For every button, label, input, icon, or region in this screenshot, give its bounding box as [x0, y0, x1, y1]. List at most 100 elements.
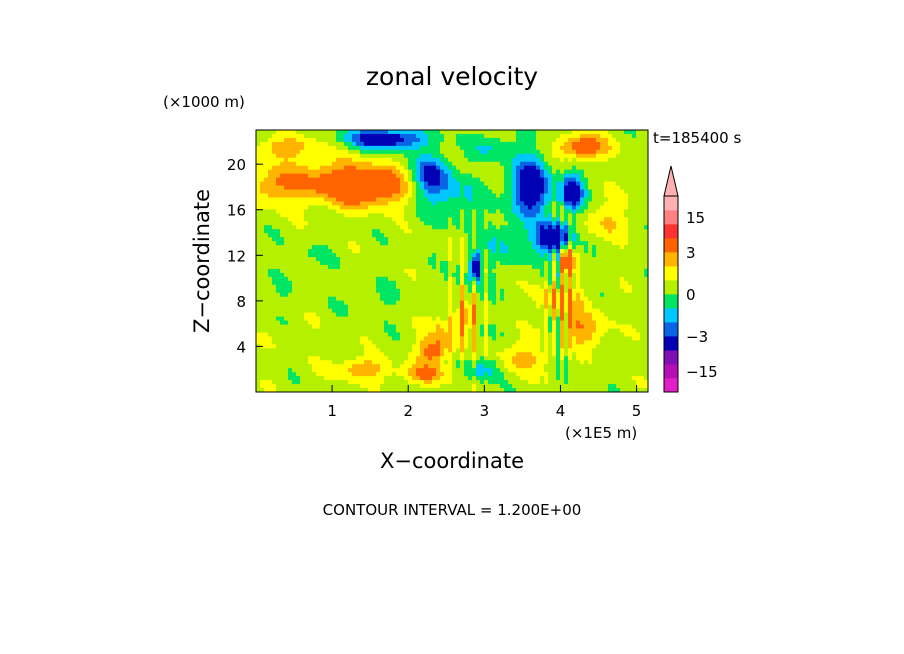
contour-cell	[568, 264, 573, 270]
contour-cell	[628, 292, 633, 298]
contour-cell	[632, 197, 637, 203]
contour-cell	[552, 257, 557, 262]
contour-cell	[644, 153, 648, 159]
contour-cell	[452, 209, 457, 214]
contour-cell	[476, 249, 481, 254]
contour-cell	[580, 249, 585, 254]
contour-cell	[288, 145, 293, 151]
contour-cell	[364, 209, 369, 214]
contour-cell	[300, 217, 305, 222]
contour-cell	[636, 213, 641, 218]
contour-cell	[312, 284, 317, 290]
contour-cell	[344, 181, 349, 187]
contour-cell	[592, 304, 597, 310]
contour-cell	[300, 272, 305, 278]
contour-cell	[504, 296, 509, 302]
contour-cell	[284, 268, 289, 274]
contour-cell	[312, 292, 317, 298]
contour-cell	[456, 284, 461, 290]
contour-cell	[524, 217, 529, 222]
contour-cell	[344, 284, 349, 290]
contour-cell	[284, 312, 289, 318]
contour-cell	[320, 233, 325, 238]
contour-cell	[256, 245, 261, 250]
contour-cell	[328, 233, 333, 238]
contour-cell	[616, 137, 621, 143]
contour-cell	[556, 173, 561, 179]
contour-cell	[556, 177, 561, 183]
contour-cell	[488, 193, 493, 199]
contour-cell	[592, 205, 597, 210]
contour-cell	[392, 145, 397, 151]
contour-cell	[644, 245, 648, 250]
contour-cell	[576, 324, 581, 330]
contour-cell	[456, 173, 461, 179]
contour-cell	[324, 229, 329, 234]
contour-cell	[332, 205, 337, 210]
contour-cell	[468, 268, 473, 274]
contour-cell	[580, 316, 585, 322]
contour-cell	[480, 237, 485, 242]
contour-cell	[352, 157, 357, 163]
contour-cell	[548, 173, 553, 179]
contour-cell	[360, 169, 365, 175]
contour-cell	[324, 268, 329, 274]
contour-cell	[624, 161, 629, 167]
contour-cell	[452, 229, 457, 234]
contour-cell	[604, 153, 609, 159]
contour-cell	[584, 280, 589, 286]
contour-cell	[568, 201, 573, 207]
contour-cell	[496, 209, 501, 214]
contour-cell	[392, 288, 397, 294]
contour-cell	[640, 177, 645, 183]
contour-cell	[488, 145, 493, 151]
contour-cell	[508, 296, 513, 302]
contour-cell	[256, 328, 261, 334]
contour-cell	[344, 165, 349, 171]
contour-cell	[336, 264, 341, 270]
contour-cell	[528, 193, 533, 199]
contour-cell	[256, 145, 261, 151]
contour-cell	[476, 312, 481, 318]
contour-cell	[544, 130, 549, 135]
contour-cell	[356, 217, 361, 222]
contour-cell	[424, 177, 429, 183]
contour-cell	[460, 276, 465, 282]
contour-cell	[320, 173, 325, 179]
contour-cell	[296, 272, 301, 278]
contour-cell	[488, 316, 493, 322]
contour-cell	[600, 185, 605, 191]
contour-cell	[452, 272, 457, 278]
contour-cell	[456, 264, 461, 270]
contour-cell	[432, 173, 437, 179]
contour-cell	[504, 257, 509, 262]
contour-cell	[640, 304, 645, 310]
contour-cell	[408, 300, 413, 306]
contour-cell	[644, 264, 648, 270]
contour-cell	[336, 284, 341, 290]
contour-cell	[304, 193, 309, 199]
contour-cell	[300, 312, 305, 318]
contour-cell	[332, 209, 337, 214]
contour-cell	[304, 320, 309, 326]
contour-cell	[456, 268, 461, 274]
contour-cell	[348, 149, 353, 155]
contour-cell	[604, 249, 609, 254]
contour-cell	[500, 189, 505, 195]
contour-cell	[288, 288, 293, 294]
contour-cell	[532, 133, 537, 139]
contour-cell	[444, 157, 449, 163]
contour-cell	[616, 177, 621, 183]
contour-cell	[520, 261, 525, 266]
contour-cell	[508, 268, 513, 274]
contour-cell	[540, 237, 545, 242]
contour-cell	[580, 157, 585, 163]
contour-cell	[460, 161, 465, 167]
contour-cell	[360, 312, 365, 318]
contour-cell	[384, 189, 389, 195]
contour-cell	[640, 316, 645, 322]
contour-cell	[436, 153, 441, 159]
contour-cell	[428, 137, 433, 143]
contour-cell	[556, 205, 561, 210]
contour-cell	[516, 308, 521, 314]
